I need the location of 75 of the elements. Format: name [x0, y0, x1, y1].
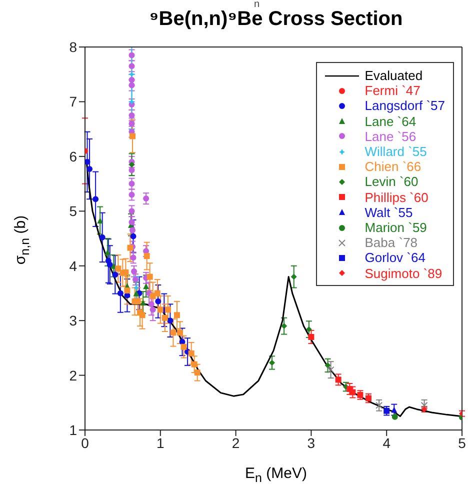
x-tick-label: 1	[156, 434, 164, 451]
point	[366, 395, 372, 402]
text: n	[254, 0, 260, 10]
point	[281, 323, 288, 330]
point	[92, 196, 99, 202]
point	[188, 350, 194, 356]
legend-label: Levin `60	[364, 174, 418, 190]
point	[268, 360, 275, 366]
point	[194, 370, 200, 376]
point	[191, 361, 198, 368]
chart-title: ⁹Be(n,n)⁹Be Cross Section	[148, 8, 404, 31]
legend-label: Marion `59	[364, 220, 427, 236]
point	[143, 196, 150, 202]
point	[130, 254, 136, 261]
point	[327, 366, 334, 374]
point	[306, 326, 312, 332]
y-tick-label: 4	[69, 258, 78, 274]
point	[154, 290, 160, 296]
y-tick-label: 6	[69, 148, 78, 164]
point	[104, 249, 111, 256]
point	[128, 63, 135, 70]
point	[162, 314, 168, 321]
legend-label: Evaluated	[364, 68, 423, 84]
x-tick-label: 4	[382, 434, 391, 451]
y-tick-label: 3	[69, 312, 78, 329]
point	[164, 306, 171, 313]
legend-label: Baba `78	[364, 235, 418, 250]
point	[167, 318, 174, 324]
x-tick-label: 5	[458, 434, 466, 451]
point	[180, 344, 187, 350]
point	[420, 402, 428, 409]
point	[148, 301, 154, 308]
point	[350, 389, 356, 396]
legend-label: Walt `55	[364, 204, 413, 220]
legend-label: Willard `55	[364, 144, 427, 160]
y-tick-label: 7	[69, 94, 78, 110]
legend-label: Lane `56	[364, 128, 416, 144]
point	[170, 330, 176, 336]
point	[155, 298, 162, 304]
y-tick-label: 1	[69, 422, 78, 438]
point	[146, 274, 153, 280]
y-tick-label: 8	[69, 38, 78, 55]
x-tick-label: 2	[232, 434, 240, 451]
legend-label: Fermi `47	[364, 83, 420, 98]
x-tick-label: 3	[307, 434, 316, 451]
point	[376, 402, 383, 409]
x-tick-label: 0	[81, 434, 90, 451]
point	[128, 180, 135, 187]
point	[99, 234, 106, 240]
point	[177, 330, 184, 336]
point	[324, 362, 331, 368]
point	[308, 334, 314, 340]
point	[115, 266, 122, 272]
point	[174, 312, 180, 318]
point	[157, 306, 164, 313]
legend-label: Phillips `60	[364, 190, 428, 205]
point	[128, 52, 135, 58]
legend-label: Chien `66	[364, 159, 422, 174]
point	[86, 166, 93, 172]
y-tick-label: 2	[69, 367, 78, 384]
legend-label: Langsdorf `57	[364, 98, 445, 114]
legend-label: Sugimoto `89	[364, 266, 442, 281]
point	[128, 192, 135, 198]
point	[391, 406, 398, 413]
point	[335, 376, 342, 383]
point	[127, 244, 134, 251]
point	[290, 274, 297, 280]
point	[106, 262, 113, 268]
point	[133, 290, 140, 296]
y-tick-label: 5	[69, 203, 78, 220]
point	[117, 290, 124, 296]
legend-label: Lane `64	[364, 114, 416, 129]
point	[85, 158, 90, 165]
x-axis-title: E$_{n}$ (MeV)	[244, 465, 308, 485]
legend-label: Gorlov `64	[364, 250, 426, 266]
